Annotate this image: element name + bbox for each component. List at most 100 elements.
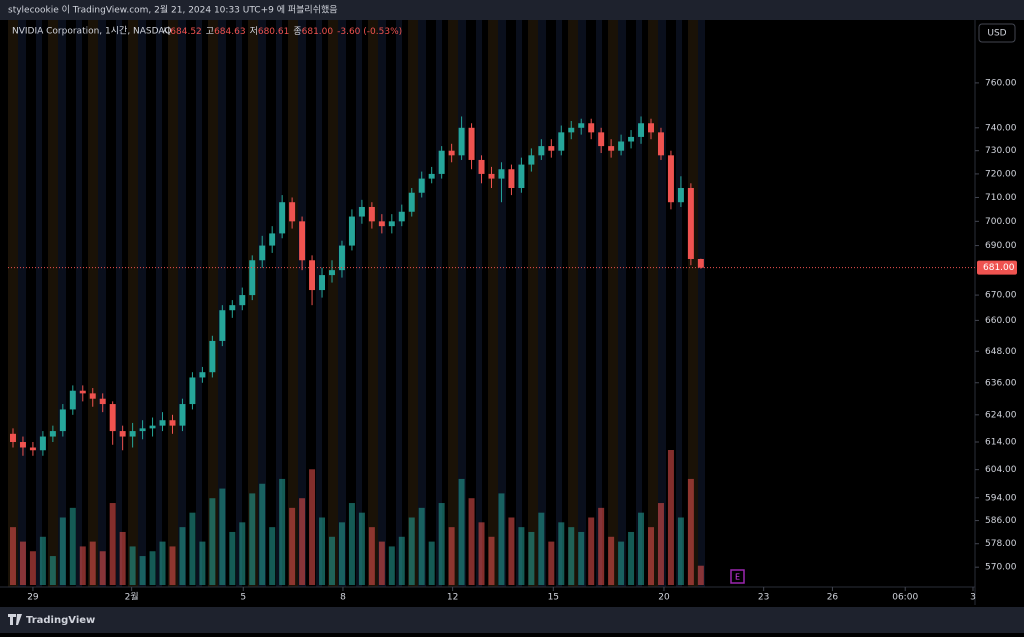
volume-bar	[19, 541, 26, 585]
legend-label: 시	[162, 26, 170, 37]
candle-body	[578, 123, 585, 128]
candle-body	[9, 433, 16, 443]
y-tick-label: 636.00	[985, 378, 1017, 388]
candle-body	[667, 155, 674, 203]
candle-body	[279, 202, 286, 234]
legend-value: 681.00	[302, 27, 334, 37]
y-tick-label: 710.00	[985, 193, 1017, 203]
candle-body	[219, 310, 226, 341]
candle-body	[657, 132, 664, 156]
candle-body	[378, 221, 385, 227]
candle-body	[59, 409, 66, 432]
volume-bar	[329, 536, 335, 585]
volume-bar	[79, 546, 86, 585]
y-tick-label: 670.00	[985, 291, 1017, 301]
volume-bar	[299, 498, 306, 585]
y-tick-label: 586.00	[985, 516, 1017, 526]
candle-body	[488, 173, 495, 179]
y-tick-label: 720.00	[985, 169, 1017, 179]
x-tick-label: 20	[658, 593, 670, 603]
x-tick-label: 8	[340, 593, 346, 603]
legend-ohlc: 시684.52 고684.63 저680.61 종681.00 -3.60 (-0.53…	[162, 26, 402, 37]
logo-icon	[8, 614, 22, 625]
x-tick-label: 3	[970, 593, 976, 603]
candle-body	[39, 436, 46, 451]
candle-body	[179, 404, 186, 426]
legend-value: 684.52	[170, 27, 202, 37]
candle-body	[239, 295, 246, 306]
volume-bar	[199, 541, 206, 585]
currency-button[interactable]	[978, 23, 1016, 43]
currency-label[interactable]: USD	[987, 29, 1006, 39]
candle-body	[558, 132, 565, 151]
volume-bar	[368, 527, 375, 585]
volume-bar	[657, 503, 664, 585]
volume-bar	[558, 522, 565, 585]
y-tick-label: 578.00	[985, 539, 1017, 549]
candle-body	[428, 173, 435, 179]
candle-body	[29, 447, 36, 451]
volume-bar	[628, 531, 635, 585]
candle-body	[648, 123, 654, 133]
legend-label: 고	[206, 27, 214, 37]
candle-body	[299, 221, 306, 261]
candle-body	[289, 202, 296, 222]
candle-body	[249, 260, 256, 296]
volume-bar	[9, 527, 16, 585]
volume-bar	[269, 527, 276, 585]
legend-label: 저	[250, 26, 258, 37]
volume-bar	[518, 527, 525, 585]
earnings-label[interactable]: E	[735, 573, 740, 582]
x-tick-label: 06:00	[892, 593, 918, 603]
volume-bar	[608, 536, 615, 585]
candle-body	[139, 428, 146, 432]
volume-bar	[99, 551, 106, 585]
candle-body	[618, 141, 625, 151]
candle-body	[348, 216, 355, 246]
volume-bar	[89, 541, 96, 585]
volume-bar	[568, 527, 575, 585]
footer-bar	[0, 607, 1024, 633]
candle-body	[498, 169, 505, 179]
candle-body	[189, 377, 196, 405]
y-tick-label: 594.00	[985, 493, 1017, 503]
volume-bar	[139, 556, 146, 585]
volume-bar	[388, 546, 395, 585]
volume-bar	[498, 493, 505, 585]
candle-body	[119, 431, 126, 437]
candle-body	[638, 123, 645, 137]
candle-body	[368, 206, 375, 222]
volume-bar	[279, 478, 286, 585]
x-tick-label: 2월	[125, 591, 139, 603]
y-tick-label: 660.00	[985, 316, 1017, 326]
y-tick-label: 760.00	[985, 78, 1017, 88]
volume-bar	[59, 517, 66, 585]
candle-body	[608, 146, 615, 151]
y-tick-label: 690.00	[985, 241, 1017, 251]
volume-bar	[667, 450, 674, 585]
volume-bar	[687, 478, 694, 585]
volume-bar	[588, 517, 595, 585]
candle-body	[398, 211, 405, 222]
volume-bar	[548, 541, 555, 585]
volume-bar	[189, 512, 196, 585]
x-tick-label: 29	[27, 593, 39, 603]
y-tick-label: 648.00	[985, 347, 1017, 357]
candle-body	[388, 221, 395, 227]
volume-bar	[289, 507, 296, 585]
candle-body	[319, 275, 326, 291]
volume-bar	[149, 551, 156, 585]
candle-body	[89, 393, 96, 399]
volume-bar	[458, 478, 465, 585]
volume-bar	[29, 551, 36, 585]
candle-body	[568, 127, 575, 133]
session-bands	[8, 20, 705, 587]
last-price-box	[977, 260, 1017, 275]
volume-bar	[697, 565, 704, 585]
candle-body	[209, 340, 216, 373]
volume-bar	[478, 522, 485, 585]
candle-body	[598, 132, 605, 147]
volume-bar	[239, 522, 246, 585]
earnings-marker[interactable]	[730, 569, 745, 584]
